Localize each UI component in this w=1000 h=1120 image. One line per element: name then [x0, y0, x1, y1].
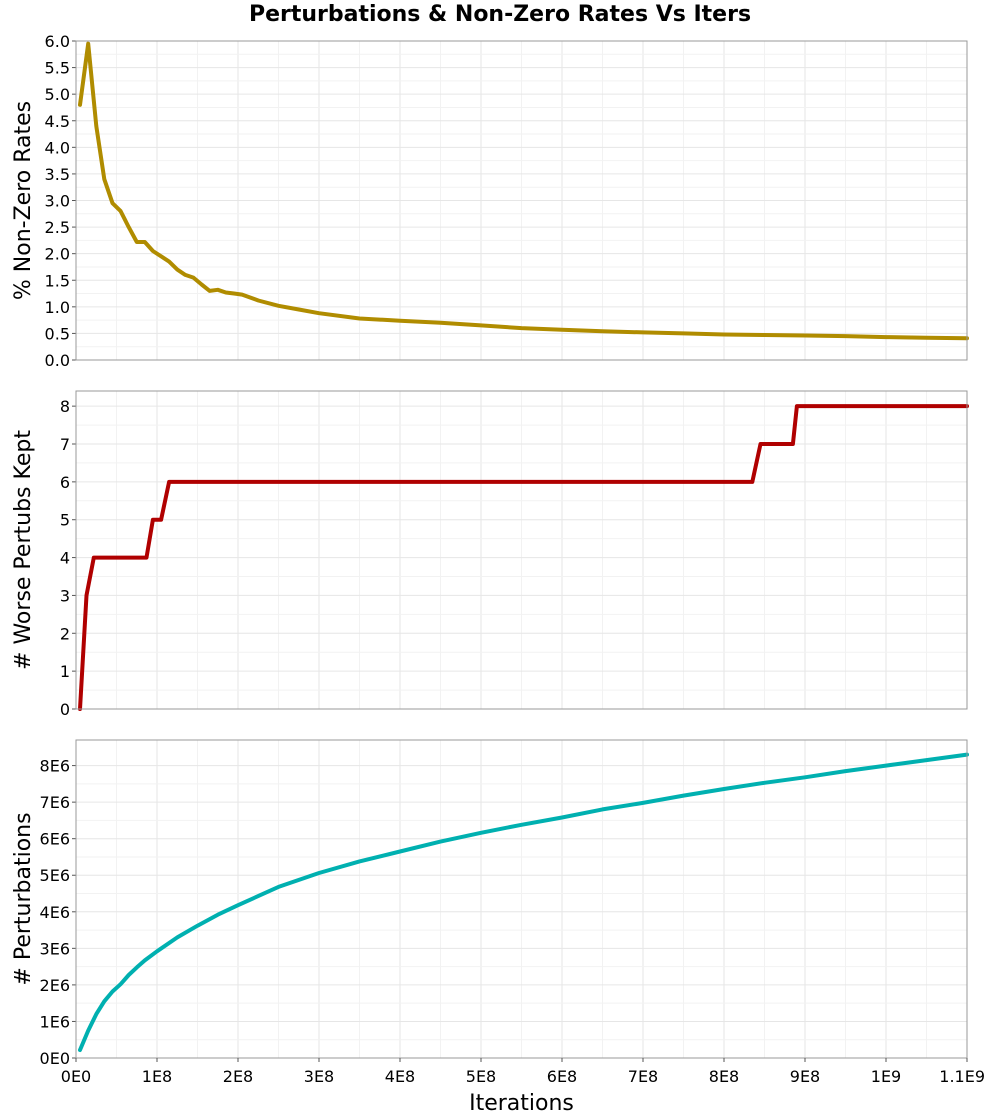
series-line-1	[78, 404, 969, 711]
y-tick-label-0: 4.0	[45, 138, 70, 157]
plot-frame-2	[75, 739, 968, 1059]
y-tick-label-0: 5.5	[45, 59, 70, 78]
y-tick-label-1: 0	[60, 700, 70, 719]
plot-frame-1	[75, 390, 968, 710]
x-tick-label: 4E8	[385, 1067, 415, 1086]
y-tick-label-0: 3.0	[45, 192, 70, 211]
y-tick-label-2: 2E6	[40, 976, 70, 995]
y-tick-label-0: 3.5	[45, 165, 70, 184]
y-tick-label-2: 1E6	[40, 1012, 70, 1031]
x-tick-label: 3E8	[304, 1067, 334, 1086]
x-tick-label: 8E8	[709, 1067, 739, 1086]
x-tick-label: 6E8	[547, 1067, 577, 1086]
y-tick-label-1: 7	[60, 435, 70, 454]
y-tick-label-1: 1	[60, 662, 70, 681]
y-axis-label-1: # Worse Pertubs Kept	[11, 430, 36, 670]
y-tick-label-2: 4E6	[40, 903, 70, 922]
y-tick-label-2: 6E6	[40, 830, 70, 849]
x-tick-label: 1.1E9	[939, 1067, 985, 1086]
y-tick-label-2: 3E6	[40, 939, 70, 958]
x-tick-label: 5E8	[466, 1067, 496, 1086]
x-tick-label: 0E0	[61, 1067, 91, 1086]
y-tick-label-2: 0E0	[40, 1049, 70, 1068]
y-tick-label-0: 1.0	[45, 298, 70, 317]
x-tick-label: 1E9	[871, 1067, 901, 1086]
plot-frame-0	[75, 40, 968, 361]
y-tick-label-0: 6.0	[45, 32, 70, 51]
y-tick-label-0: 0.0	[45, 351, 70, 370]
x-axis-label: Iterations	[469, 1091, 574, 1116]
x-tick-label: 2E8	[223, 1067, 253, 1086]
y-tick-label-0: 2.0	[45, 245, 70, 264]
y-tick-label-2: 7E6	[40, 793, 70, 812]
figure-title: Perturbations & Non-Zero Rates Vs Iters	[248, 2, 752, 27]
y-axis-label-0: % Non-Zero Rates	[11, 101, 36, 300]
y-tick-label-1: 4	[60, 549, 70, 568]
y-tick-label-1: 6	[60, 473, 70, 492]
x-tick-label: 7E8	[628, 1067, 658, 1086]
series-line-0	[78, 41, 969, 341]
y-axis-label-2: # Perturbations	[11, 812, 36, 985]
y-tick-label-2: 8E6	[40, 757, 70, 776]
y-tick-label-1: 3	[60, 586, 70, 605]
y-tick-label-0: 0.5	[45, 324, 70, 343]
y-tick-label-1: 5	[60, 511, 70, 530]
x-tick-label: 1E8	[142, 1067, 172, 1086]
x-tick-label: 9E8	[790, 1067, 820, 1086]
y-tick-label-0: 5.0	[45, 85, 70, 104]
y-tick-label-1: 2	[60, 624, 70, 643]
y-tick-label-0: 2.5	[45, 218, 70, 237]
y-tick-label-2: 5E6	[40, 866, 70, 885]
y-tick-label-0: 4.5	[45, 112, 70, 131]
y-tick-label-1: 8	[60, 397, 70, 416]
series-line-2	[78, 752, 969, 1052]
y-tick-label-0: 1.5	[45, 271, 70, 290]
